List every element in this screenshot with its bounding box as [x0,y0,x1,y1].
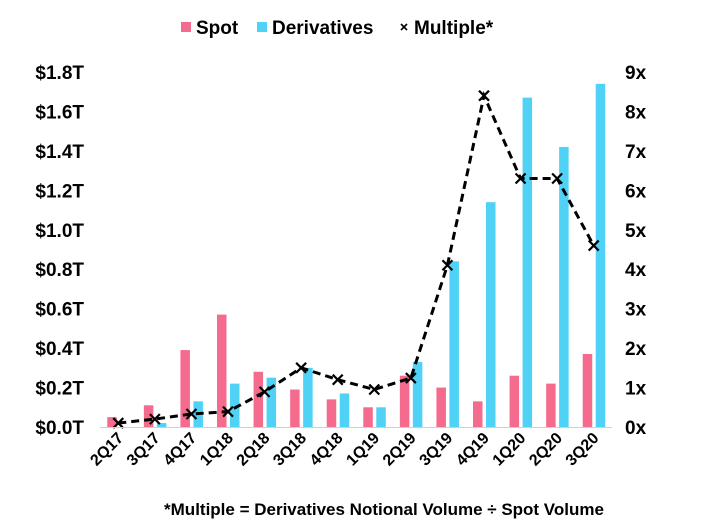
x-tick-label: 2Q18 [234,430,274,470]
x-tick-label: 2Q19 [380,430,420,470]
derivatives-bar [156,423,167,427]
x-tick-label: 3Q20 [563,430,603,470]
legend-multiple-marker [400,23,408,31]
derivatives-bar [376,407,386,427]
x-tick-label: 3Q19 [417,430,457,470]
derivatives-bar [303,367,313,427]
spot-bar [143,405,154,427]
legend-derivatives-swatch [257,22,267,32]
x-axis: 2Q173Q174Q171Q182Q183Q184Q181Q192Q193Q19… [87,427,612,470]
spot-bar [290,389,300,427]
multiple-point-marker [478,89,490,102]
multiple-point-marker [405,372,417,384]
legend-multiple-label: Multiple* [414,18,494,39]
spot-bar [473,401,483,427]
x-tick-label: 1Q19 [343,430,383,470]
left-y-tick-label: $1.6T [35,102,84,123]
derivatives-bar [412,361,423,427]
multiple-line [118,90,596,425]
left-y-tick-label: $1.8T [35,63,84,84]
x-tick-label: 2Q20 [526,430,566,470]
right-y-tick-label: 6x [625,181,647,202]
chart-legend: Spot Derivatives Multiple* [181,18,494,39]
right-y-tick-label: 0x [625,418,647,439]
derivatives-bar [266,377,277,427]
left-y-tick-label: $0.4T [35,339,84,360]
right-y-tick-label: 2x [625,339,647,360]
spot-bar [582,354,593,427]
legend-derivatives-label: Derivatives [272,18,373,39]
multiple-point-marker [185,408,198,420]
multiple-point-marker [112,417,125,429]
legend-spot-swatch [181,22,191,32]
x-tick-label: 2Q17 [87,430,127,470]
x-tick-label: 3Q18 [270,430,310,470]
left-y-tick-label: $1.2T [35,181,84,202]
x-tick-label: 4Q19 [453,430,493,470]
spot-bar [509,375,520,427]
bar-series [107,83,606,427]
multiple-point-marker [149,413,161,425]
right-y-tick-label: 8x [625,102,647,123]
x-tick-label: 4Q17 [161,430,201,470]
right-y-tick-label: 7x [625,142,647,163]
multiple-point-marker [368,383,381,396]
right-y-tick-label: 3x [625,300,647,321]
derivatives-bar [559,146,569,427]
spot-bar [107,417,117,427]
chart-footnote: *Multiple = Derivatives Notional Volume … [164,500,604,519]
left-y-tick-label: $0.6T [35,300,84,321]
x-tick-label: 1Q20 [490,430,530,470]
left-y-tick-label: $0.8T [35,260,84,281]
left-y-tick-label: $0.2T [35,379,84,400]
derivatives-bar [486,202,496,427]
spot-bar [180,350,190,427]
x-tick-label: 3Q17 [124,430,164,470]
x-tick-label: 1Q18 [197,430,237,470]
spot-bar [326,399,337,427]
left-y-tick-label: $1.4T [35,142,84,163]
multiple-point-marker [258,386,271,398]
right-y-tick-label: 5x [625,221,647,242]
multiple-point-marker [331,373,344,386]
right-y-tick-label: 1x [625,379,647,400]
multiple-point-marker [295,362,307,374]
spot-bar [217,314,227,427]
derivatives-bar [522,97,533,427]
derivatives-bar [449,261,459,427]
left-y-tick-label: $0.0T [35,418,84,439]
legend-spot-label: Spot [196,18,239,39]
spot-bar [253,371,264,427]
right-y-tick-label: 4x [625,260,647,281]
x-tick-label: 4Q18 [307,430,347,470]
right-y-axis: 0x 1x 2x 3x 4x 5x 6x 7x 8x 9x [625,63,647,439]
multiple-point-marker [551,172,563,185]
left-y-axis: $0.0T $0.2T $0.4T $0.6T $0.8T $1.0T $1.2T $1.4T… [35,63,84,439]
multiple-point-marker [222,405,234,418]
multiple-point-marker [441,259,454,272]
derivatives-bar [339,393,350,427]
left-y-tick-label: $1.0T [35,221,84,242]
spot-bar [436,387,446,427]
spot-bar [546,383,556,427]
spot-bar [363,407,373,427]
spot-bar [399,375,410,427]
multiple-point-marker [514,172,527,185]
derivatives-bar [595,83,606,427]
multiple-line-series [112,89,600,429]
multiple-point-marker [587,239,600,252]
right-y-tick-label: 9x [625,63,647,84]
derivatives-bar [230,383,240,427]
